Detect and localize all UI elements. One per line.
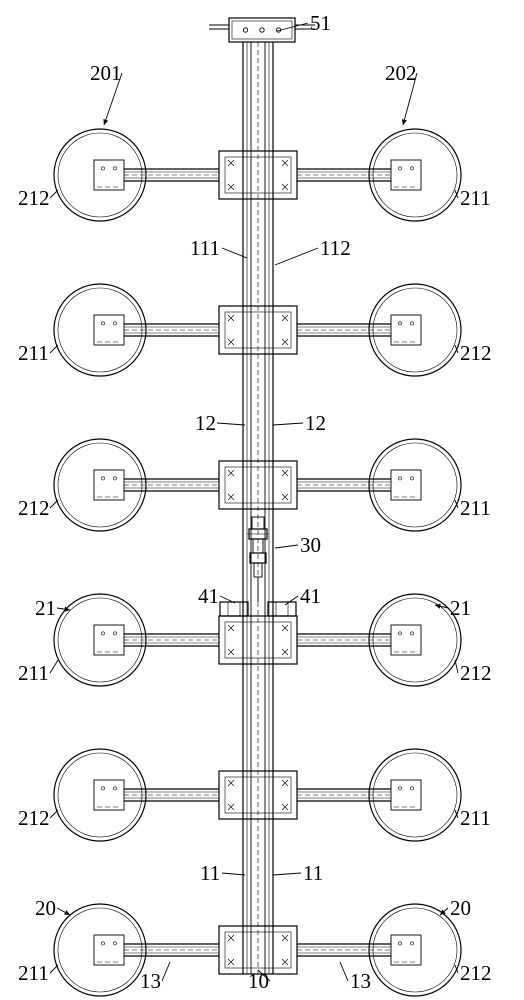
label-12: 12 bbox=[195, 411, 216, 435]
label-211: 211 bbox=[18, 661, 49, 685]
label-212: 212 bbox=[18, 496, 50, 520]
label-212: 212 bbox=[18, 806, 50, 830]
label-41: 41 bbox=[300, 584, 321, 608]
label-10: 10 bbox=[248, 969, 269, 993]
label-51: 51 bbox=[310, 11, 331, 35]
label-20: 20 bbox=[35, 896, 56, 920]
label-11: 11 bbox=[200, 861, 220, 885]
label-211: 211 bbox=[18, 961, 49, 985]
label-13: 13 bbox=[140, 969, 161, 993]
label-212: 212 bbox=[460, 661, 492, 685]
label-211: 211 bbox=[460, 806, 491, 830]
label-21: 21 bbox=[450, 596, 471, 620]
label-211: 211 bbox=[460, 186, 491, 210]
label-111: 111 bbox=[190, 236, 220, 260]
label-201: 201 bbox=[90, 61, 122, 85]
label-21: 21 bbox=[35, 596, 56, 620]
technical-drawing: 5120120221221111111221121212122122113041… bbox=[0, 0, 524, 1000]
label-211: 211 bbox=[460, 496, 491, 520]
label-212: 212 bbox=[18, 186, 50, 210]
label-30: 30 bbox=[300, 533, 321, 557]
label-20: 20 bbox=[450, 896, 471, 920]
label-13: 13 bbox=[350, 969, 371, 993]
label-212: 212 bbox=[460, 961, 492, 985]
label-202: 202 bbox=[385, 61, 417, 85]
label-212: 212 bbox=[460, 341, 492, 365]
label-112: 112 bbox=[320, 236, 351, 260]
label-11: 11 bbox=[303, 861, 323, 885]
label-211: 211 bbox=[18, 341, 49, 365]
label-41: 41 bbox=[198, 584, 219, 608]
label-12: 12 bbox=[305, 411, 326, 435]
